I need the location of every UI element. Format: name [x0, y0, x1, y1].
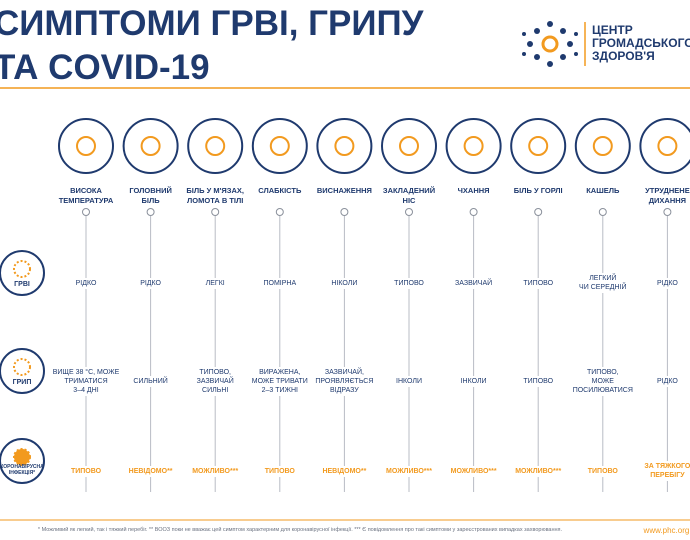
icon-detail — [657, 136, 678, 156]
cell-value: НІКОЛИ — [330, 277, 359, 289]
cell-value: ТИПОВО — [263, 465, 296, 477]
cell-value: ІНКОЛИ — [395, 375, 423, 387]
symptom-icon — [574, 118, 631, 174]
site-url: www.phc.org.ua — [643, 526, 690, 535]
column-dot — [469, 208, 478, 216]
row-label: КОРОНАВІРУСНА ІНФЕКЦІЯ* — [0, 464, 44, 476]
cell-value: ТИПОВО, МОЖЕ ПОСИЛЮВАТИСЯ — [571, 366, 634, 396]
cell-value: НЕВІДОМО** — [321, 465, 368, 477]
symptom-label: УТРУДНЕНЕ ДИХАННЯ — [645, 186, 690, 205]
icon-detail — [528, 136, 549, 156]
cell-value: ЛЕГКИЙ ЧИ СЕРЕДНІЙ — [578, 273, 628, 293]
icon-detail — [140, 136, 161, 156]
cell-value: РІДКО — [655, 375, 679, 387]
cell-value: ТИПОВО — [69, 465, 103, 477]
icon-detail — [592, 136, 613, 156]
cell-value: ТИПОВО, ЗАЗВИЧАЙ СИЛЬНІ — [195, 366, 235, 396]
row-icon-virus — [13, 448, 31, 466]
cell-value: МОЖЛИВО*** — [191, 465, 240, 477]
icon-detail — [76, 136, 96, 156]
cell-value: МОЖЛИВО*** — [385, 465, 433, 477]
icon-detail — [205, 136, 226, 156]
cell-value: СИЛЬНИЙ — [132, 375, 169, 387]
symptom-label: ВИСОКА ТЕМПЕРАТУРА — [58, 186, 114, 205]
column-dot — [82, 208, 90, 216]
cell-value: ЗАЗВИЧАЙ, ПРОЯВЛЯЄТЬСЯ ВІДРАЗУ — [314, 366, 375, 396]
cell-value: ТИПОВО — [586, 465, 619, 477]
row-icon — [0, 348, 45, 394]
symptom-icon — [251, 118, 308, 174]
symptom-label: ЗАКЛАДЕНИЙ НІС — [382, 186, 436, 205]
symptom-icon — [381, 118, 437, 174]
title-line: ТА COVID-19 — [0, 48, 210, 87]
column-dot — [211, 208, 220, 216]
cell-value: РІДКО — [655, 277, 679, 289]
symptom-icon — [58, 118, 114, 174]
row-icon-virus — [13, 260, 31, 278]
icon-detail — [399, 136, 419, 156]
column-dot — [663, 208, 672, 216]
symptom-label: БІЛЬ У М'ЯЗАХ, ЛОМОТА В ТІЛІ — [186, 186, 244, 205]
symptom-label: ВИСНАЖЕННЯ — [316, 186, 372, 195]
column-dot — [146, 208, 155, 216]
cell-value: ВИРАЖЕНА, МОЖЕ ТРИВАТИ 2–3 ТИЖНІ — [250, 366, 309, 396]
symptom-icon — [639, 118, 690, 174]
symptom-icon — [187, 118, 244, 174]
cell-value: РІДКО — [74, 277, 98, 289]
cell-value: ТИПОВО — [522, 375, 555, 387]
cell-value: РІДКО — [139, 277, 162, 289]
column-dot — [340, 208, 349, 216]
icon-detail — [463, 136, 484, 156]
column-dot — [275, 208, 284, 216]
title-line: СИМПТОМИ ГРВІ, ГРИПУ — [0, 4, 424, 43]
row-label: ГРИП — [12, 379, 32, 386]
org-name: ЦЕНТР ГРОМАДСЬКОГО ЗДОРОВ'Я — [592, 23, 690, 63]
symptom-icon — [122, 118, 179, 174]
cell-value: ТИПОВО — [522, 277, 555, 289]
row-icon — [0, 250, 45, 296]
symptom-label: СЛАБКІСТЬ — [258, 186, 302, 195]
row-label: ГРВІ — [14, 281, 30, 288]
symptom-icon — [510, 118, 567, 174]
logo — [522, 21, 578, 67]
symptom-label: ГОЛОВНИЙ БІЛЬ — [129, 186, 172, 205]
cell-value: МОЖЛИВО*** — [514, 465, 563, 477]
cell-value: ПОМІРНА — [262, 277, 298, 289]
symptom-icon — [445, 118, 502, 174]
symptom-label: КАШЕЛЬ — [586, 186, 620, 195]
cell-value: ЛЕГКІ — [204, 277, 226, 289]
symptom-icon — [316, 118, 373, 174]
cell-value: ЗА ТЯЖКОГО ПЕРЕБІГУ — [643, 461, 690, 481]
icon-detail — [334, 136, 355, 156]
symptom-label: БІЛЬ У ГОРЛІ — [513, 186, 563, 195]
cell-value: ІНКОЛИ — [459, 375, 488, 387]
cell-value: ВИЩЕ 38 °C, МОЖЕ ТРИМАТИСЯ 3–4 ДНІ — [51, 366, 121, 396]
column-dot — [405, 208, 413, 216]
cell-value: ЗАЗВИЧАЙ — [454, 277, 494, 289]
footnotes: * Можливий як легкий, так і тяжкий переб… — [37, 527, 563, 533]
icon-detail — [269, 136, 290, 156]
column-dot — [534, 208, 543, 216]
cell-value: ТИПОВО — [393, 277, 425, 289]
cell-value: НЕВІДОМО** — [127, 465, 174, 477]
column-dot — [598, 208, 607, 216]
row-icon-virus — [13, 358, 31, 376]
title: СИМПТОМИ ГРВІ, ГРИПУ ТА COVID-19 — [0, 2, 423, 90]
cell-value: МОЖЛИВО*** — [449, 465, 498, 477]
symptom-label: ЧХАННЯ — [457, 186, 490, 195]
